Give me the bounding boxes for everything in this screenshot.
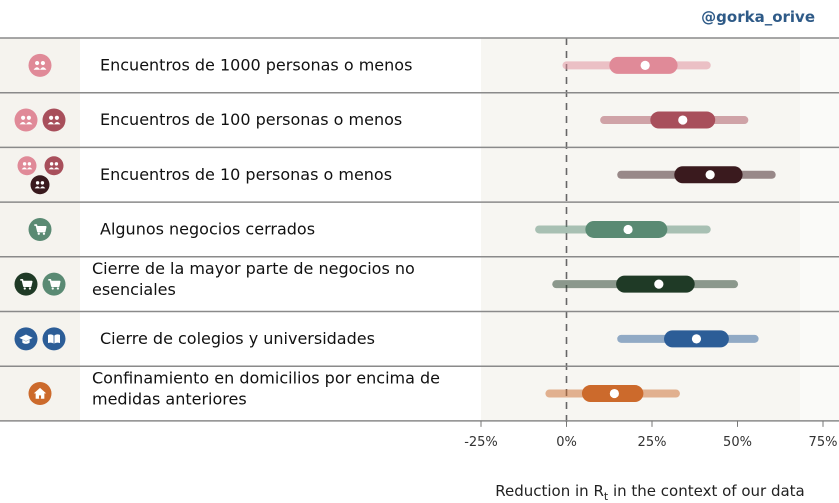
author-handle: @gorka_orive	[701, 8, 815, 26]
policy-label-line: medidas anteriores	[92, 390, 247, 409]
cart-icon	[28, 217, 52, 241]
policy-row: Confinamiento en domicilios por encima d…	[28, 369, 680, 409]
people-icon	[30, 175, 50, 195]
median-point	[705, 170, 715, 180]
policy-label-line: Encuentros de 100 personas o menos	[100, 110, 402, 129]
median-point	[623, 224, 633, 235]
x-tick-label: -25%	[464, 435, 498, 450]
median-point	[609, 388, 619, 399]
policy-row: Cierre de colegios y universidades	[14, 327, 759, 351]
people-icon	[44, 156, 64, 176]
people-icon	[28, 53, 52, 77]
book-icon	[42, 327, 66, 351]
policy-row: Algunos negocios cerrados	[28, 217, 711, 241]
policy-label-line: Encuentros de 1000 personas o menos	[100, 55, 412, 74]
policy-label-line: esenciales	[92, 280, 176, 299]
cart-icon	[14, 272, 38, 296]
policy-label-line: Algunos negocios cerrados	[100, 219, 315, 238]
policy-label: Confinamiento en domicilios por encima d…	[92, 369, 440, 409]
house-icon	[28, 382, 52, 406]
people-icon	[14, 108, 38, 132]
policy-row: Encuentros de 1000 personas o menos	[28, 53, 711, 77]
median-point	[654, 279, 664, 289]
plot-right-bg	[800, 38, 839, 421]
people-icon	[42, 108, 66, 132]
x-tick-label: 75%	[809, 435, 838, 450]
x-tick-label: 50%	[723, 435, 752, 450]
policy-label: Cierre de colegios y universidades	[100, 329, 375, 348]
x-tick-label: 25%	[638, 435, 667, 450]
x-axis-label: Reduction in Rt in the context of our da…	[495, 482, 804, 503]
policy-row: Encuentros de 100 personas o menos	[14, 108, 749, 132]
policy-row: Encuentros de 10 personas o menos	[17, 156, 776, 195]
people-icon	[17, 156, 37, 176]
policy-label-line: Confinamiento en domicilios por encima d…	[92, 369, 440, 388]
median-point	[691, 334, 702, 344]
policy-label-line: Cierre de la mayor parte de negocios no	[92, 259, 415, 278]
policy-label: Encuentros de 100 personas o menos	[100, 110, 402, 129]
policy-label-line: Encuentros de 10 personas o menos	[100, 165, 392, 184]
median-point	[640, 60, 650, 70]
policy-row: Cierre de la mayor parte de negocios no e…	[14, 259, 739, 299]
x-tick-label: 0%	[556, 435, 577, 450]
policy-label: Algunos negocios cerrados	[100, 219, 315, 238]
policy-label-line: Cierre de colegios y universidades	[100, 329, 375, 348]
cart-icon	[42, 272, 66, 296]
median-point	[678, 115, 688, 125]
policy-label: Cierre de la mayor parte de negocios no e…	[92, 259, 415, 299]
graduation-cap-icon	[14, 327, 38, 351]
policy-label: Encuentros de 1000 personas o menos	[100, 55, 412, 74]
policy-label: Encuentros de 10 personas o menos	[100, 165, 392, 184]
